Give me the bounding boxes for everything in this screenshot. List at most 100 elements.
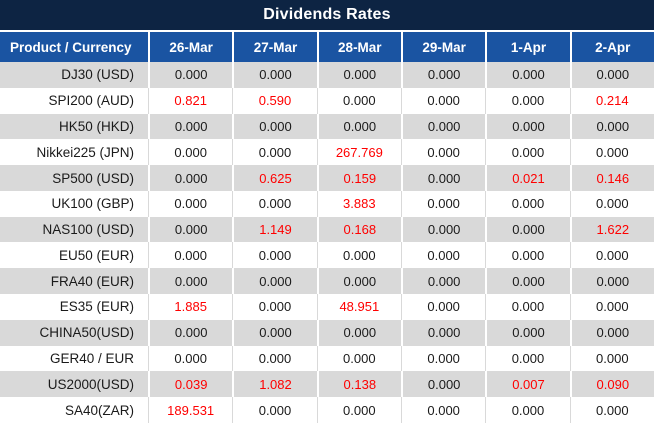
dividend-value-cell: 0.000 xyxy=(485,319,569,346)
table-row: HK50 (HKD) 0.000 0.000 0.000 0.000 0.000 0.000 xyxy=(0,113,654,140)
dividend-value-cell: 0.000 xyxy=(400,62,485,88)
dividend-value-cell: 0.000 xyxy=(485,345,569,372)
page-title: Dividends Rates xyxy=(263,6,391,23)
dividend-value-cell: 0.000 xyxy=(148,345,232,372)
dividend-value-cell: 0.021 xyxy=(485,165,569,191)
table-row: SP500 (USD) 0.000 0.625 0.159 0.000 0.021 0.14… xyxy=(0,165,654,191)
column-header-product-currency: Product / Currency xyxy=(10,39,132,55)
dividend-value-cell: 0.000 xyxy=(569,190,654,217)
dividend-value-cell: 0.000 xyxy=(485,62,569,88)
dividend-value-cell: 0.000 xyxy=(232,319,316,346)
dividend-value-cell: 0.000 xyxy=(148,62,232,88)
dividend-value-cell: 0.000 xyxy=(148,216,232,243)
table-header-row: Product / Currency 26-Mar 27-Mar 28-Mar 29-M… xyxy=(0,32,654,62)
product-label: SA40(ZAR) xyxy=(64,402,134,418)
dividend-value-cell: 0.000 xyxy=(400,268,485,295)
dividend-value-cell: 0.000 xyxy=(400,165,485,191)
product-label: EU50 (EUR) xyxy=(58,247,134,263)
product-label: NAS100 (USD) xyxy=(42,222,134,238)
dividend-value-cell: 1.149 xyxy=(232,216,316,243)
product-label: HK50 (HKD) xyxy=(58,118,134,134)
dividend-value-cell: 0.000 xyxy=(148,319,232,346)
dividend-value-cell: 0.168 xyxy=(316,216,401,243)
table-row: UK100 (GBP) 0.000 0.000 3.883 0.000 0.000 0.00… xyxy=(0,190,654,217)
dividend-value-cell: 0.000 xyxy=(148,165,232,191)
dividend-value-cell: 0.000 xyxy=(232,242,316,269)
product-label: SPI200 (AUD) xyxy=(48,93,134,109)
dividend-value-cell: 0.000 xyxy=(569,319,654,346)
dividend-value-cell: 0.000 xyxy=(569,294,654,320)
dividend-value-cell: 1.622 xyxy=(569,216,654,243)
dividend-value-cell: 0.000 xyxy=(485,190,569,217)
product-label: US2000(USD) xyxy=(47,376,134,392)
dividend-value-cell: 0.090 xyxy=(569,371,654,398)
dividend-value-cell: 0.000 xyxy=(569,139,654,166)
dividend-value-cell: 267.769 xyxy=(316,139,401,166)
product-label: Nikkei225 (JPN) xyxy=(36,144,134,160)
dividend-value-cell: 0.000 xyxy=(485,139,569,166)
dividend-value-cell: 0.000 xyxy=(400,371,485,398)
table-row: SPI200 (AUD) 0.821 0.590 0.000 0.000 0.000 0.2… xyxy=(0,87,654,114)
dividend-value-cell: 0.000 xyxy=(316,113,401,140)
dividend-value-cell: 0.000 xyxy=(316,397,401,423)
dividend-value-cell: 0.625 xyxy=(232,165,316,191)
dividend-value-cell: 0.000 xyxy=(400,139,485,166)
table-row: FRA40 (EUR) 0.000 0.000 0.000 0.000 0.000 0.00… xyxy=(0,268,654,295)
product-label: CHINA50(USD) xyxy=(39,325,134,341)
dividend-value-cell: 0.000 xyxy=(316,87,401,114)
dividend-value-cell: 0.000 xyxy=(400,294,485,320)
dividend-value-cell: 0.000 xyxy=(232,268,316,295)
dividend-value-cell: 0.000 xyxy=(148,190,232,217)
dividend-value-cell: 0.000 xyxy=(400,87,485,114)
dividend-value-cell: 0.000 xyxy=(485,113,569,140)
dividend-value-cell: 0.000 xyxy=(569,113,654,140)
dividend-value-cell: 0.000 xyxy=(485,294,569,320)
product-label: UK100 (GBP) xyxy=(51,196,134,212)
table-row: US2000(USD) 0.039 1.082 0.138 0.000 0.007 0.09… xyxy=(0,371,654,398)
table-row: ES35 (EUR) 1.885 0.000 48.951 0.000 0.000 0.00… xyxy=(0,294,654,320)
dividend-value-cell: 0.000 xyxy=(316,319,401,346)
dividend-value-cell: 0.000 xyxy=(232,294,316,320)
dividend-value-cell: 0.000 xyxy=(400,242,485,269)
dividend-value-cell: 0.000 xyxy=(232,139,316,166)
dividend-value-cell: 0.007 xyxy=(485,371,569,398)
dividend-value-cell: 1.082 xyxy=(232,371,316,398)
table-row: DJ30 (USD) 0.000 0.000 0.000 0.000 0.000 0.000 xyxy=(0,62,654,88)
dividend-value-cell: 0.000 xyxy=(485,216,569,243)
column-header-date: 27-Mar xyxy=(232,32,316,62)
dividend-value-cell: 0.000 xyxy=(400,190,485,217)
dividend-value-cell: 0.000 xyxy=(400,319,485,346)
dividend-value-cell: 0.000 xyxy=(232,190,316,217)
dividend-value-cell: 0.000 xyxy=(316,242,401,269)
dividend-value-cell: 0.000 xyxy=(400,345,485,372)
dividend-value-cell: 0.000 xyxy=(232,345,316,372)
dividend-value-cell: 0.590 xyxy=(232,87,316,114)
dividend-value-cell: 3.883 xyxy=(316,190,401,217)
product-label: SP500 (USD) xyxy=(52,170,134,186)
table-row: CHINA50(USD) 0.000 0.000 0.000 0.000 0.000 0.0… xyxy=(0,319,654,346)
dividend-value-cell: 0.000 xyxy=(316,268,401,295)
dividend-value-cell: 189.531 xyxy=(148,397,232,423)
dividend-value-cell: 0.214 xyxy=(569,87,654,114)
dividend-value-cell: 0.146 xyxy=(569,165,654,191)
dividend-value-cell: 0.000 xyxy=(400,113,485,140)
product-label: DJ30 (USD) xyxy=(61,67,134,83)
column-header-date: 28-Mar xyxy=(316,32,401,62)
dividend-value-cell: 0.000 xyxy=(400,397,485,423)
table-row: NAS100 (USD) 0.000 1.149 0.168 0.000 0.000 1.6… xyxy=(0,216,654,243)
dividend-value-cell: 0.000 xyxy=(569,242,654,269)
dividend-value-cell: 0.000 xyxy=(316,62,401,88)
dividend-value-cell: 0.138 xyxy=(316,371,401,398)
dividend-value-cell: 0.000 xyxy=(148,139,232,166)
column-header-date: 26-Mar xyxy=(148,32,232,62)
product-label: FRA40 (EUR) xyxy=(50,273,134,289)
dividend-value-cell: 0.000 xyxy=(485,87,569,114)
dividend-value-cell: 0.000 xyxy=(569,397,654,423)
title-bar: Dividends Rates xyxy=(0,0,654,30)
dividend-value-cell: 0.000 xyxy=(569,268,654,295)
dividend-value-cell: 0.000 xyxy=(569,62,654,88)
title-divider xyxy=(0,30,654,32)
dividend-value-cell: 1.885 xyxy=(148,294,232,320)
column-header-date: 1-Apr xyxy=(485,32,569,62)
